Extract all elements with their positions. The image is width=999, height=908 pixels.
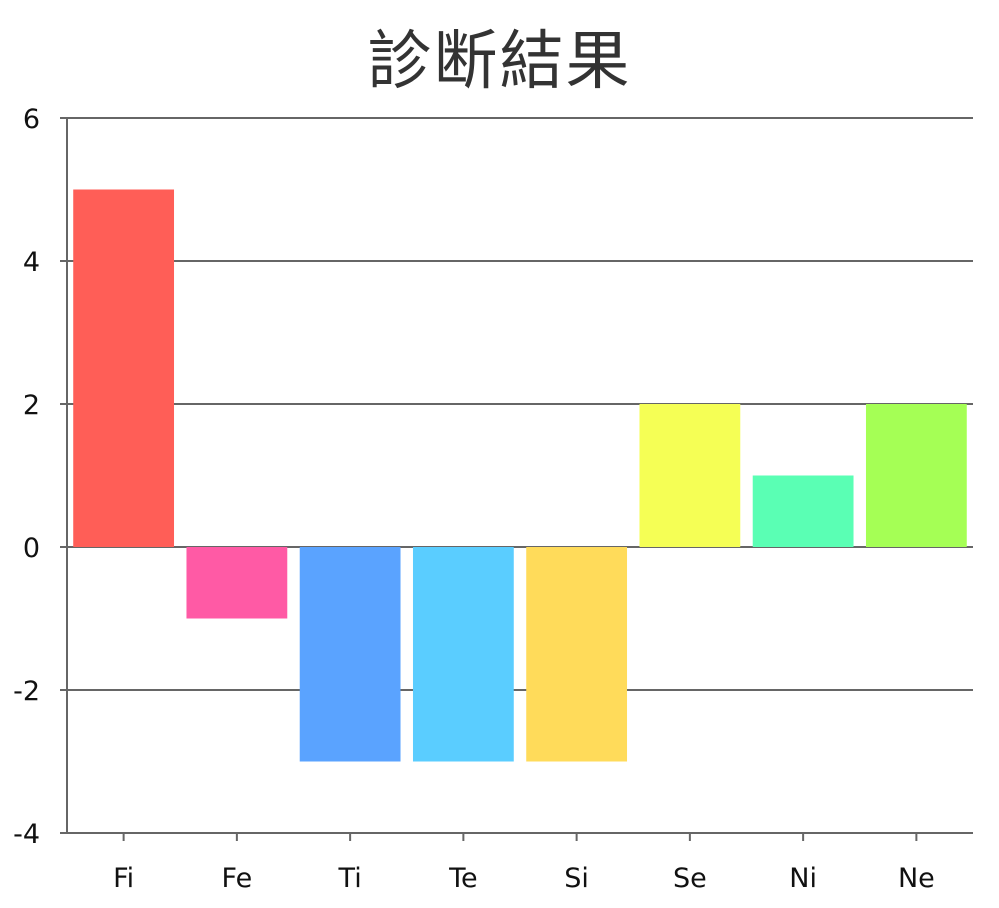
y-tick-label: -4 (13, 819, 40, 850)
x-tick-label: Ne (898, 863, 935, 894)
bar-se (639, 404, 741, 547)
y-tick-label: 2 (23, 390, 40, 421)
bar-fi (73, 189, 175, 547)
x-tick-label: Se (673, 863, 707, 894)
bar-ni (752, 475, 854, 547)
x-tick-labels: Fi Fe Ti Te Si Se Ni Ne (113, 863, 935, 894)
bar-si (526, 547, 628, 762)
y-tick-label: 4 (23, 247, 40, 278)
bars (73, 189, 967, 762)
y-tick-label: 6 (23, 104, 40, 135)
x-tick-label: Fi (113, 863, 134, 894)
y-tick-label: 0 (23, 533, 40, 564)
x-tick-label: Ni (789, 863, 817, 894)
x-tick-label: Si (564, 863, 589, 894)
y-tick-label: -2 (13, 676, 40, 707)
x-tick-label: Ti (338, 863, 362, 894)
axes (60, 117, 973, 841)
bar-fe (186, 547, 288, 619)
y-tick-labels: 6 4 2 0 -2 -4 (13, 104, 40, 850)
x-tick-label: Te (448, 863, 478, 894)
chart-title: 診断結果 (367, 25, 632, 99)
x-tick-label: Fe (222, 863, 253, 894)
bar-ti (299, 547, 401, 762)
bar-ne (865, 404, 967, 547)
bar-te (412, 547, 514, 762)
